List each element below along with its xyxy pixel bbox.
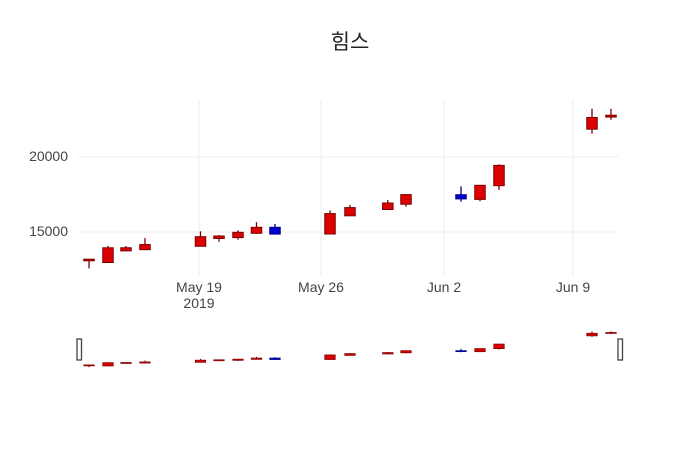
svg-text:15000: 15000 xyxy=(29,223,68,239)
svg-text:May 19: May 19 xyxy=(176,279,222,295)
svg-text:20000: 20000 xyxy=(29,148,68,164)
svg-text:Jun 2: Jun 2 xyxy=(427,279,461,295)
svg-text:Jun 9: Jun 9 xyxy=(556,279,590,295)
svg-text:May 26: May 26 xyxy=(298,279,344,295)
svg-text:2019: 2019 xyxy=(183,295,214,311)
